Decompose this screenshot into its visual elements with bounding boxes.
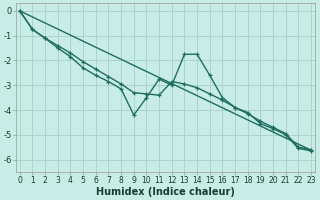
X-axis label: Humidex (Indice chaleur): Humidex (Indice chaleur) [96, 187, 235, 197]
